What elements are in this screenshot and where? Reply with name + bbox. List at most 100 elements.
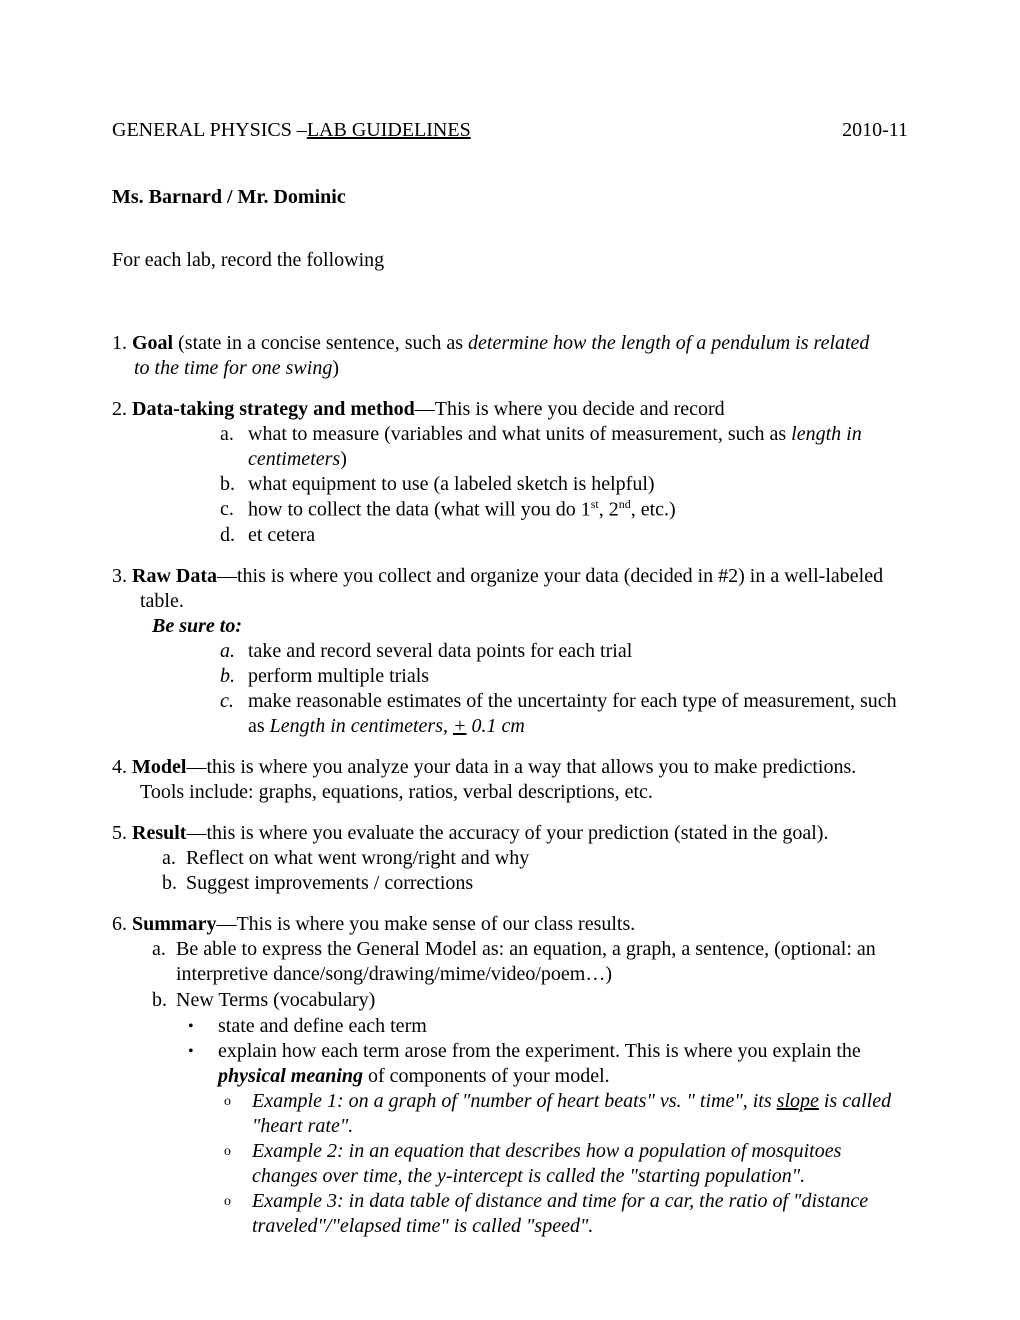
rawdata-c-italic: Length in centimeters,: [270, 715, 453, 737]
rawdata-num: 3.: [112, 565, 127, 587]
rawdata-text: —this is where you collect and organize …: [217, 565, 883, 587]
goal-line: 1. Goal (state in a concise sentence, su…: [112, 331, 908, 356]
strategy-num: 2.: [112, 398, 127, 420]
strategy-c-sup2: nd: [619, 497, 631, 511]
rawdata-a: a. take and record several data points f…: [220, 639, 908, 664]
bullet-2: • explain how each term arose from the e…: [188, 1039, 908, 1089]
rawdata-table: table.: [140, 589, 908, 614]
rawdata-c-italic2: 0.1 cm: [466, 715, 524, 737]
strategy-b: b. what equipment to use (a labeled sket…: [220, 472, 908, 497]
strategy-b-content: what equipment to use (a labeled sketch …: [248, 472, 908, 497]
model-text: —this is where you analyze your data in …: [186, 756, 856, 778]
circ-marker-2: o: [224, 1139, 252, 1189]
intro-text: For each lab, record the following: [112, 248, 908, 273]
ex1: o Example 1: on a graph of "number of he…: [224, 1089, 908, 1139]
bullet2-text2: of components of your model.: [363, 1065, 610, 1087]
rawdata-sublist: a. take and record several data points f…: [220, 639, 908, 739]
bullet-1: • state and define each term: [188, 1014, 908, 1039]
bullet-marker-2: •: [188, 1039, 218, 1089]
item-strategy: 2. Data-taking strategy and method—This …: [112, 397, 908, 548]
summary-line: 6. Summary—This is where you make sense …: [112, 912, 908, 937]
goal-cont: to the time for one swing): [112, 356, 908, 381]
raw-marker-b: b.: [220, 664, 248, 689]
strategy-text: —This is where you decide and record: [415, 398, 725, 420]
goal-num: 1.: [112, 332, 127, 354]
strategy-c-text1: how to collect the data (what will you d…: [248, 499, 591, 521]
summary-a: a. Be able to express the General Model …: [152, 937, 908, 987]
strategy-sublist: a. what to measure (variables and what u…: [220, 422, 908, 548]
summary-label: Summary: [132, 913, 216, 935]
strategy-d-content: et cetera: [248, 523, 908, 548]
bullet-1-content: state and define each term: [218, 1014, 908, 1039]
model-tools: Tools include: graphs, equations, ratios…: [140, 780, 908, 805]
item-result: 5. Result—this is where you evaluate the…: [112, 821, 908, 896]
circ-list: o Example 1: on a graph of "number of he…: [224, 1089, 908, 1239]
summary-b: b. New Terms (vocabulary): [152, 988, 908, 1013]
item-rawdata: 3. Raw Data—this is where you collect an…: [112, 564, 908, 739]
summary-sublist: a. Be able to express the General Model …: [152, 937, 908, 1013]
item-model: 4. Model—this is where you analyze your …: [112, 755, 908, 805]
bullet-marker-1: •: [188, 1014, 218, 1039]
result-num: 5.: [112, 822, 127, 844]
item-goal: 1. Goal (state in a concise sentence, su…: [112, 331, 908, 381]
circ-marker-1: o: [224, 1089, 252, 1139]
goal-italic2: to the time for one swing: [134, 357, 332, 379]
summary-a-content: Be able to express the General Model as:…: [176, 937, 908, 987]
header-line: GENERAL PHYSICS –LAB GUIDELINES 2010-11: [112, 118, 908, 143]
strategy-c: c. how to collect the data (what will yo…: [220, 497, 908, 523]
strategy-a-text1: what to measure (variables and what unit…: [248, 423, 791, 445]
header-year: 2010-11: [842, 118, 908, 143]
instructors: Ms. Barnard / Mr. Dominic: [112, 185, 908, 210]
rawdata-line: 3. Raw Data—this is where you collect an…: [112, 564, 908, 589]
ex1-under: slope: [777, 1090, 819, 1112]
ex2: o Example 2: in an equation that describ…: [224, 1139, 908, 1189]
summary-marker-b: b.: [152, 988, 176, 1013]
model-label: Model: [132, 756, 186, 778]
summary-num: 6.: [112, 913, 127, 935]
rawdata-label: Raw Data: [132, 565, 217, 587]
rawdata-c-content: make reasonable estimates of the uncerta…: [248, 689, 908, 739]
header-title-prefix: GENERAL PHYSICS –: [112, 119, 307, 141]
strategy-label: Data-taking strategy and method: [132, 398, 415, 420]
bullet2-italic: physical meaning: [218, 1065, 363, 1087]
strategy-c-text2: , 2: [599, 499, 619, 521]
model-num: 4.: [112, 756, 127, 778]
strategy-d: d. et cetera: [220, 523, 908, 548]
result-text: —this is where you evaluate the accuracy…: [186, 822, 828, 844]
result-a-content: Reflect on what went wrong/right and why: [186, 846, 908, 871]
marker-d: d.: [220, 523, 248, 548]
strategy-line: 2. Data-taking strategy and method—This …: [112, 397, 908, 422]
rawdata-c-under: +: [453, 715, 467, 737]
rawdata-b: b. perform multiple trials: [220, 664, 908, 689]
summary-b-content: New Terms (vocabulary): [176, 988, 908, 1013]
summary-text: —This is where you make sense of our cla…: [216, 913, 635, 935]
strategy-a-text2: ): [340, 448, 347, 470]
ex3: o Example 3: in data table of distance a…: [224, 1189, 908, 1239]
result-a: a. Reflect on what went wrong/right and …: [162, 846, 908, 871]
result-line: 5. Result—this is where you evaluate the…: [112, 821, 908, 846]
bullet-list: • state and define each term • explain h…: [188, 1014, 908, 1089]
summary-marker-a: a.: [152, 937, 176, 987]
besure: Be sure to:: [152, 614, 908, 639]
strategy-c-text3: , etc.): [631, 499, 676, 521]
result-b: b. Suggest improvements / corrections: [162, 871, 908, 896]
item-summary: 6. Summary—This is where you make sense …: [112, 912, 908, 1239]
ex2-content: Example 2: in an equation that describes…: [252, 1139, 908, 1189]
goal-label: Goal: [132, 332, 173, 354]
result-marker-a: a.: [162, 846, 186, 871]
header-title-underline: LAB GUIDELINES: [307, 119, 471, 141]
result-b-content: Suggest improvements / corrections: [186, 871, 908, 896]
raw-marker-a: a.: [220, 639, 248, 664]
ex1-content: Example 1: on a graph of "number of hear…: [252, 1089, 908, 1139]
strategy-a-content: what to measure (variables and what unit…: [248, 422, 908, 472]
strategy-c-content: how to collect the data (what will you d…: [248, 497, 908, 523]
strategy-a: a. what to measure (variables and what u…: [220, 422, 908, 472]
goal-text1: (state in a concise sentence, such as: [173, 332, 468, 354]
bullet2-text1: explain how each term arose from the exp…: [218, 1040, 861, 1062]
rawdata-c: c. make reasonable estimates of the unce…: [220, 689, 908, 739]
strategy-c-sup1: st: [591, 497, 599, 511]
result-marker-b: b.: [162, 871, 186, 896]
raw-marker-c: c.: [220, 689, 248, 739]
rawdata-a-content: take and record several data points for …: [248, 639, 908, 664]
ex1-text1: Example 1: on a graph of "number of hear…: [252, 1090, 777, 1112]
